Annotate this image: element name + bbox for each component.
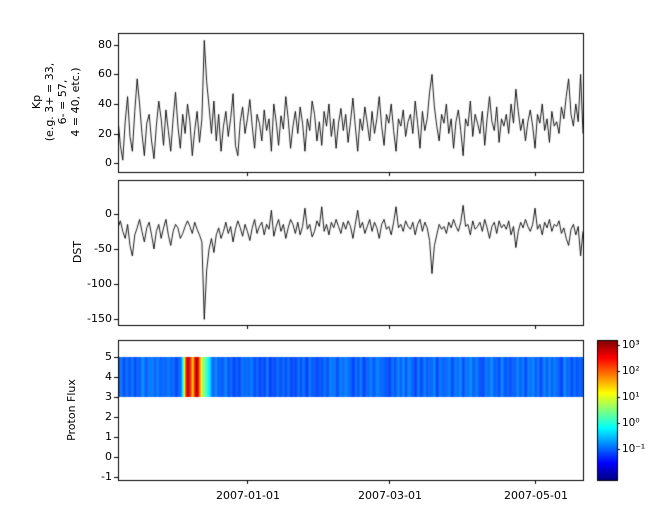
proton-flux-ytick-label: 1 — [105, 430, 112, 443]
kp-ytick-label: 80 — [98, 38, 112, 51]
kp-ytick-label: 60 — [98, 67, 112, 80]
proton-flux-ytick-label: 3 — [105, 390, 112, 403]
proton-flux-ytick-label: 2 — [105, 410, 112, 423]
colorbar-tick-label: 10² — [622, 365, 640, 377]
dst-ytick-label: -100 — [87, 277, 112, 290]
dst-ytick-label: -150 — [87, 312, 112, 325]
proton-flux-ytick-label: 4 — [105, 370, 112, 383]
kp-ytick-label: 40 — [98, 97, 112, 110]
colorbar-tick-label: 10³ — [622, 339, 640, 351]
proton-flux-ytick-label: -1 — [101, 470, 112, 483]
colorbar-tick-label: 10⁰ — [622, 417, 640, 429]
x-tick-label: 2007-01-01 — [216, 489, 280, 502]
x-tick-label: 2007-03-01 — [358, 489, 422, 502]
dst-ytick-label: -50 — [94, 242, 112, 255]
x-tick-label: 2007-05-01 — [504, 489, 568, 502]
colorbar-tick-label: 10⁻¹ — [622, 443, 646, 455]
colorbar-tick-label: 10¹ — [622, 391, 640, 403]
kp-ytick-label: 20 — [98, 127, 112, 140]
kp-axis-label-line: (e.g. 3+ = 33, — [43, 62, 56, 142]
proton-flux-ytick-label: 5 — [105, 350, 112, 363]
kp-axis-label-line: Kp — [30, 94, 43, 110]
kp-ytick-label: 0 — [105, 156, 112, 169]
proton-flux-ytick-label: 0 — [105, 450, 112, 463]
dst-ytick-label: 0 — [105, 207, 112, 220]
kp-axis-label-line: 6- = 57, — [56, 79, 69, 125]
